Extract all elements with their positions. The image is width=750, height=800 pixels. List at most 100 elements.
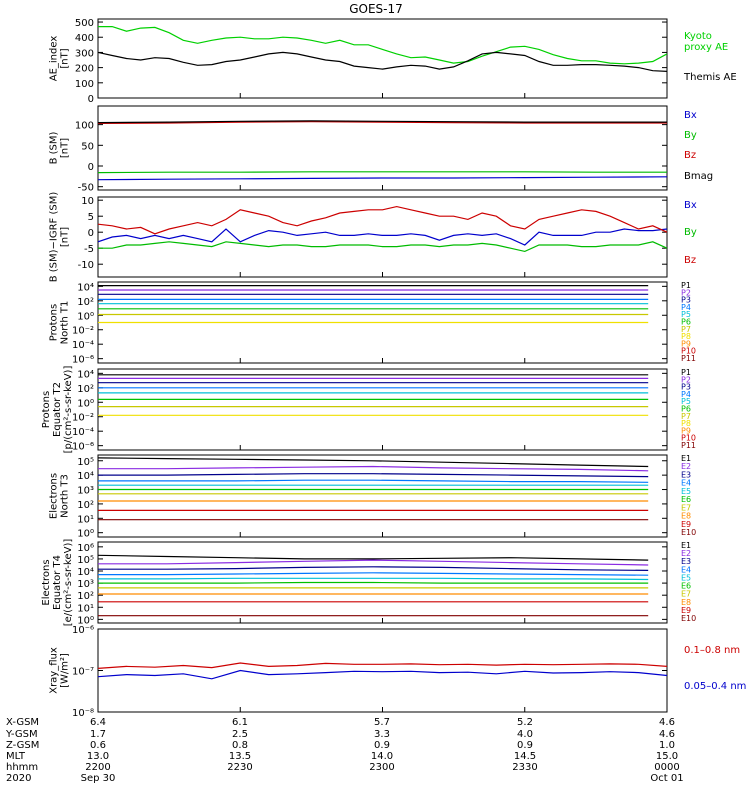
footer-value: 13.0 <box>87 751 109 762</box>
footer-value: 3.3 <box>374 729 390 740</box>
y-tick-label: 10⁻⁶ <box>72 355 94 366</box>
y-tick-label: 10⁻² <box>72 326 94 337</box>
legend-label: By <box>684 130 697 141</box>
footer-value: 5.2 <box>517 717 533 728</box>
panel-3: -10 -5 0 5 10 B (SM)−IGRF (SM) [nT] Bx By Bz <box>49 192 697 283</box>
y-tick-label: 10⁰ <box>77 529 94 540</box>
series-line-e1 <box>98 457 649 468</box>
legend-label: P7 <box>681 412 691 421</box>
legend-label: P10 <box>681 434 696 443</box>
legend-label: Bmag <box>684 171 713 182</box>
y-axis-label: Electrons <box>49 473 60 519</box>
legend-label: E8 <box>681 598 691 607</box>
y-tick-label: 5 <box>88 212 94 223</box>
y-axis-label: Xray_flux <box>49 647 60 694</box>
y-tick-label: 10⁻⁷ <box>72 667 94 678</box>
legend-label: E8 <box>681 512 691 521</box>
series-line-e3 <box>98 566 649 572</box>
y-tick-label: 10⁻² <box>72 413 94 424</box>
legend-label: P4 <box>681 303 691 312</box>
y-axis-label: [e/(cm²-s-sr-keV)] <box>63 539 74 627</box>
legend-label: Bz <box>684 150 696 161</box>
legend-label: E1 <box>681 541 691 550</box>
series-line-e2 <box>98 559 649 566</box>
y-tick-label: 10⁴ <box>77 471 94 482</box>
y-tick-label: 50 <box>81 141 94 152</box>
footer-value: 0.9 <box>517 740 533 751</box>
panel-frame <box>97 454 668 538</box>
y-axis-label: Electrons <box>41 559 52 605</box>
series-line-themis-ae <box>98 51 667 72</box>
y-tick-label: 10⁻⁸ <box>72 708 94 719</box>
legend-label: P9 <box>681 339 691 348</box>
footer-value: 15.0 <box>656 751 678 762</box>
footer-value: 2230 <box>227 762 252 773</box>
series-line-kyoto-proxy-ae <box>98 26 667 65</box>
legend-label: P10 <box>681 347 696 356</box>
y-tick-label: 10⁵ <box>77 457 94 468</box>
y-axis-label: Equator T2 <box>52 382 63 437</box>
y-tick-label: 10⁴ <box>77 567 94 578</box>
legend-label: E5 <box>681 573 691 582</box>
footer-value: 1.0 <box>659 740 675 751</box>
y-tick-label: 10⁰ <box>77 398 94 409</box>
legend-label: P8 <box>681 419 691 428</box>
y-tick-label: 10² <box>77 500 94 511</box>
legend-label: P5 <box>681 397 691 406</box>
legend-label: Bx <box>684 110 697 121</box>
y-tick-label: -50 <box>78 183 94 194</box>
legend-label: E2 <box>681 549 691 558</box>
legend-label: By <box>684 227 697 238</box>
y-axis-label: [nT] <box>60 138 71 158</box>
series-line-e4 <box>98 572 649 576</box>
y-tick-label: 10⁴ <box>77 282 94 293</box>
y-axis-label: Protons <box>49 304 60 341</box>
y-axis-label: AE_index <box>49 36 60 82</box>
series-line-0-1-0-8-nm <box>98 662 667 669</box>
series-line-bx <box>98 176 667 181</box>
y-tick-label: 10² <box>77 591 94 602</box>
panel-frame <box>97 196 668 278</box>
series-line-e1 <box>98 554 649 561</box>
footer-value: 0.8 <box>232 740 248 751</box>
series-line-e6 <box>98 581 649 584</box>
y-tick-label: 10⁻⁴ <box>72 427 94 438</box>
legend-label: proxy AE <box>684 42 728 53</box>
y-axis-label: [nT] <box>60 48 71 68</box>
y-axis-label: [W/m²] <box>60 653 71 688</box>
series-line-e3 <box>98 473 649 478</box>
legend-label: E9 <box>681 520 691 529</box>
y-tick-label: 10⁰ <box>77 615 94 626</box>
series-line-e4 <box>98 479 649 483</box>
legend-label: P11 <box>681 354 696 363</box>
legend-label: P6 <box>681 405 691 414</box>
y-tick-label: 10⁴ <box>77 369 94 380</box>
series-line-bz <box>98 205 667 235</box>
panel-frame <box>97 628 668 713</box>
panel-8: 10⁻⁸ 10⁻⁷ 10⁻⁶ Xray_flux [W/m²] 0.1–0.8 nm 0.0… <box>49 625 747 719</box>
y-axis-label: Equator T4 <box>52 555 63 610</box>
legend-label: E10 <box>681 528 696 537</box>
series-line-bmag <box>98 120 667 124</box>
legend-label: E1 <box>681 454 691 463</box>
legend-label: P7 <box>681 325 691 334</box>
legend-label: P1 <box>681 281 691 290</box>
footer-value: 6.1 <box>232 717 248 728</box>
footer-value: 14.0 <box>371 751 393 762</box>
series-line-0-05-0-4-nm <box>98 669 667 680</box>
footer-value: 2200 <box>85 762 110 773</box>
panel-2: -50 0 50 100 B (SM) [nT] Bx By Bz Bmag <box>49 105 713 194</box>
y-tick-label: 10² <box>77 297 94 308</box>
legend-label: 0.05–0.4 nm <box>684 681 746 692</box>
legend-label: Bz <box>684 255 696 266</box>
y-tick-label: 10³ <box>77 579 94 590</box>
y-tick-label: 100 <box>75 79 94 90</box>
y-tick-label: 400 <box>75 33 94 44</box>
legend-label: P3 <box>681 383 691 392</box>
footer-value: 1.7 <box>90 729 106 740</box>
y-axis-label: [nT] <box>60 227 71 247</box>
legend-label: P2 <box>681 375 691 384</box>
